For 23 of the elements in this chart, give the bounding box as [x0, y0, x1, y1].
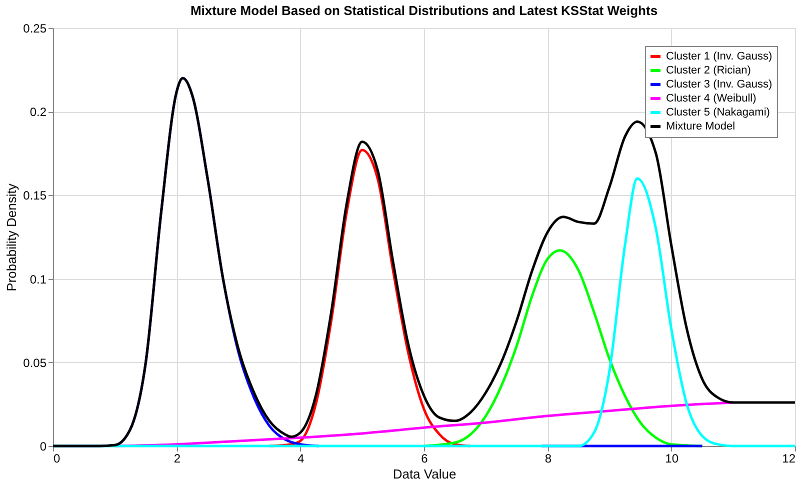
x-tick-label: 10 [665, 452, 679, 466]
legend-label: Cluster 1 (Inv. Gauss) [666, 50, 772, 62]
legend-label: Mixture Model [666, 120, 736, 132]
legend-label: Cluster 3 (Inv. Gauss) [666, 78, 772, 90]
y-tick-label: 0.25 [23, 22, 47, 36]
x-tick-label: 4 [297, 452, 304, 466]
x-tick-label: 2 [174, 452, 181, 466]
chart-title: Mixture Model Based on Statistical Distributions and Latest KSStat Weights [190, 3, 658, 18]
y-tick-label: 0.15 [23, 188, 47, 203]
y-tick-label: 0.2 [30, 105, 47, 120]
line-series [422, 249, 704, 448]
legend-label: Cluster 5 (Nakagami) [666, 106, 770, 118]
y-tick-label: 0.05 [23, 356, 47, 370]
legend-label: Cluster 4 (Weibull) [666, 92, 756, 104]
y-tick-label: 0 [40, 440, 47, 454]
y-axis-title: Probability Density [4, 183, 20, 292]
x-tick-label: 8 [544, 452, 552, 466]
x-axis-title: Data Value [392, 466, 456, 482]
x-tick-label: 0 [54, 452, 60, 466]
y-tick-label: 0.1 [30, 272, 47, 286]
x-tick-label: 6 [421, 452, 428, 466]
x-tick-label: 12 [782, 452, 796, 466]
legend-label: Cluster 2 (Rician) [666, 64, 751, 76]
